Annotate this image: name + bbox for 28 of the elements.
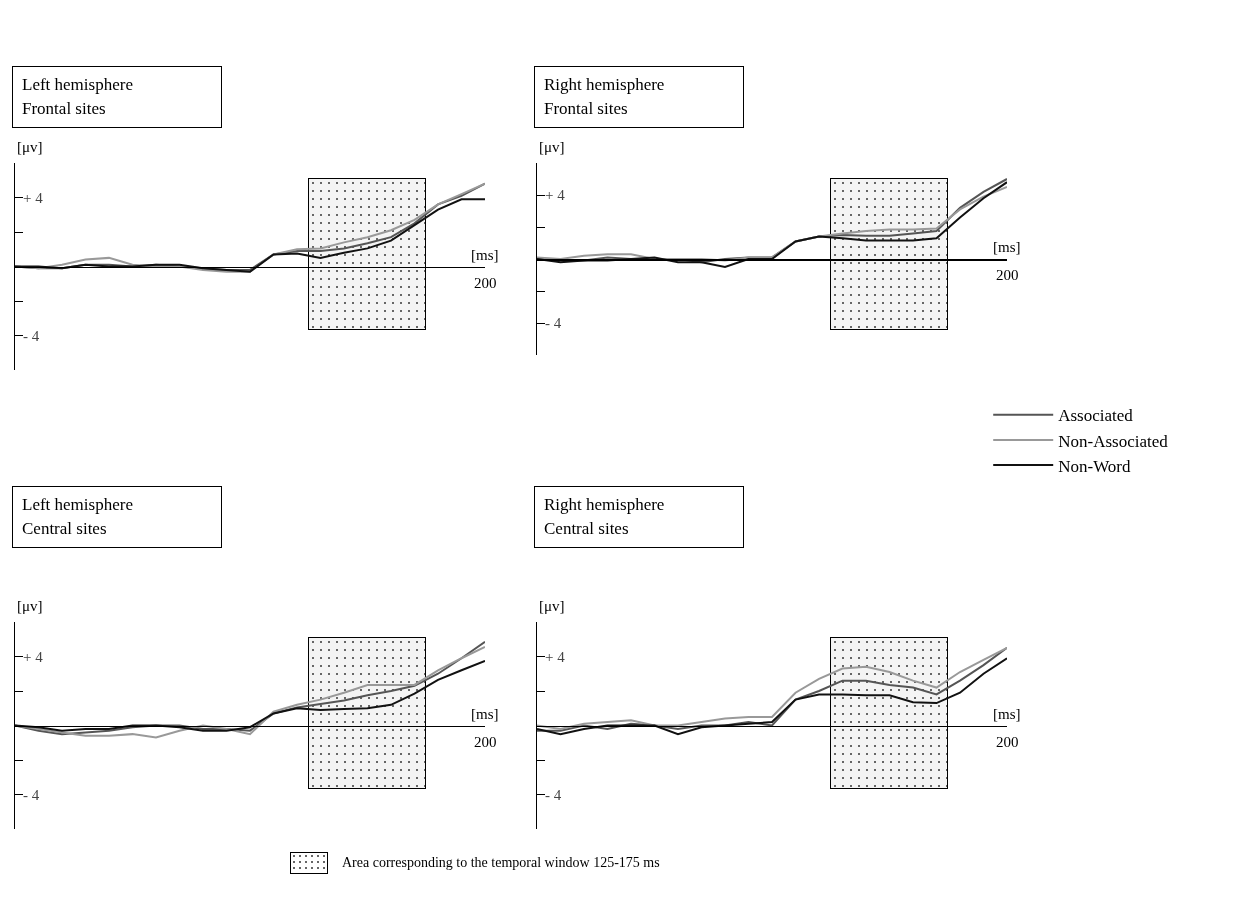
y-tick-label: + 4 — [545, 648, 566, 665]
chart-title: Left hemisphere Central sites — [12, 486, 222, 548]
x-axis-title: [ms] — [993, 239, 1021, 255]
y-axis-title: [μv] — [539, 139, 565, 155]
chart-title: Right hemisphere Frontal sites — [534, 66, 744, 128]
y-tick-label: + 4 — [23, 648, 44, 665]
annotation: 200 — [474, 275, 497, 291]
y-axis-title: [μv] — [17, 139, 43, 155]
y-tick-label: - 4 — [545, 315, 562, 332]
y-tick-label: + 4 — [23, 189, 44, 206]
annotation: 200 — [474, 734, 497, 750]
legend-label: Associated — [1058, 406, 1134, 426]
chart-title: Left hemisphere Frontal sites — [12, 66, 222, 128]
y-tick-label: - 4 — [23, 327, 40, 344]
y-axis-title: [μv] — [539, 598, 565, 614]
annotation: 200 — [996, 734, 1019, 750]
y-axis-title: [μv] — [17, 598, 43, 614]
y-tick-label: - 4 — [545, 786, 562, 803]
text: Area corresponding to the temporal window 125-175 ms — [342, 855, 660, 871]
y-tick-label: - 4 — [23, 786, 40, 803]
x-axis-title: [ms] — [471, 247, 499, 263]
legend-label: Non-Word — [1058, 456, 1131, 476]
legend-label: Non-Associated — [1058, 431, 1169, 451]
y-tick-label: + 4 — [545, 187, 566, 204]
x-axis-title: [ms] — [471, 706, 499, 722]
chart-title: Right hemisphere Central sites — [534, 486, 744, 548]
annotation: 200 — [996, 267, 1019, 283]
x-axis-title: [ms] — [993, 706, 1021, 722]
